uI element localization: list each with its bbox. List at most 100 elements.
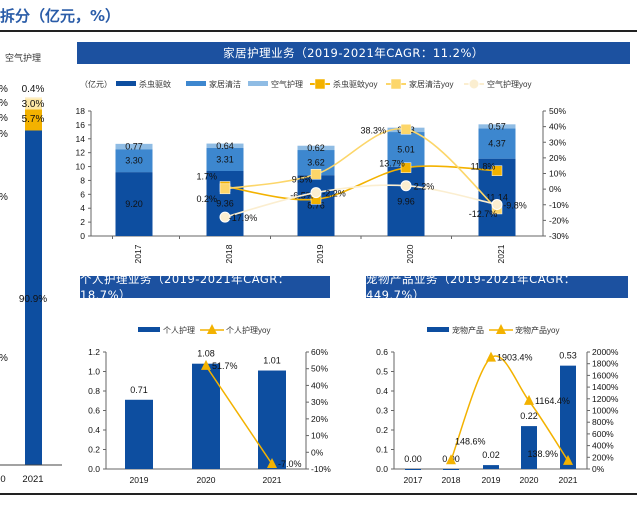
x-tick-label: 2017 — [133, 244, 143, 263]
bar-data-label: 0.77 — [125, 142, 143, 152]
pet-products-title: 宠物产品业务（2019-2021年CAGR：449.7%） — [366, 272, 628, 302]
bar-data-label: 3.30 — [125, 156, 143, 166]
y-tick-label: 14 — [76, 134, 86, 144]
legend-label: 家居清洁 — [209, 79, 241, 89]
bar-家居清洁 — [387, 132, 425, 167]
y-tick-label: 0.4 — [88, 425, 100, 435]
y-tick-label: 4 — [80, 203, 85, 213]
x-tick-label: 2021 — [263, 475, 282, 485]
bar-宠物产品 — [443, 469, 459, 470]
bar-空气护理 — [478, 124, 516, 129]
home-care-title: 家居护理业务（2019-2021年CAGR：11.2%） — [77, 42, 630, 64]
x-tick-label: 2020 — [197, 475, 216, 485]
bar-家居清洁 — [478, 128, 516, 159]
bar-家居清洁 — [115, 149, 153, 173]
y2-tick-label: 0% — [311, 447, 324, 457]
x-tick-label: 2019 — [315, 244, 325, 263]
bar-空气护理 — [297, 145, 335, 151]
bar-空气护理 — [206, 143, 244, 149]
x-tick-label: 2020 — [520, 475, 539, 485]
bar-data-label: 0.02 — [482, 450, 500, 460]
bar-空气护理 — [115, 143, 153, 150]
legend-label: 家居清洁yoy — [409, 79, 453, 89]
marker-空气护理yoy — [400, 180, 412, 192]
y-tick-label: 0.0 — [376, 464, 388, 474]
line-家居清洁yoy — [224, 128, 498, 210]
y-tick-label: 0.5 — [376, 367, 388, 377]
bar-data-label: 3.62 — [307, 158, 325, 168]
y2-tick-label: 1600% — [592, 370, 619, 380]
stacked-bar-segment-2021 — [25, 97, 42, 99]
y2-tick-label: 400% — [592, 441, 614, 451]
marker-家居清洁yoy — [219, 183, 231, 195]
stacked-bar-segment-2021 — [25, 130, 42, 465]
line-个人护理yoy — [205, 365, 273, 465]
y-tick-label: 0.0 — [88, 464, 100, 474]
bar-data-label: 0.4% — [22, 84, 45, 95]
y2-tick-label: -10% — [311, 464, 331, 474]
y2-tick-label: 30% — [549, 137, 566, 147]
bar-data-label: 0.62 — [307, 143, 325, 153]
legend-label: 空气护理yoy — [487, 79, 531, 89]
y-tick-label: 0.2 — [376, 425, 388, 435]
bar-data-label: 3.0% — [22, 99, 45, 110]
marker-宠物产品yoy — [446, 454, 456, 465]
marker-杀虫驱蚊yoy — [400, 162, 412, 173]
y-tick-label: 10 — [76, 162, 86, 172]
y-tick-label: 0.1 — [376, 445, 388, 455]
y2-tick-label: 10% — [549, 169, 566, 179]
marker-个人护理yoy — [201, 359, 211, 370]
y-tick-label: 1.2 — [88, 347, 100, 357]
marker-空气护理yoy — [310, 187, 322, 199]
x-tick-label: 2019 — [130, 475, 149, 485]
bar-data-label: 9.36 — [216, 199, 234, 209]
partial-percent-label: % — [0, 353, 8, 364]
marker-宠物产品yoy — [486, 351, 496, 362]
bar-data-label: 1.01 — [263, 356, 281, 366]
line-data-label: 11.8% — [471, 162, 496, 172]
x-tick-label: 2018 — [224, 244, 234, 263]
y2-tick-label: 200% — [592, 452, 614, 462]
bar-宠物产品 — [521, 426, 537, 469]
line-data-label: 138.9% — [527, 449, 558, 459]
line-data-label: -17.9% — [229, 213, 258, 223]
marker-空气护理yoy — [491, 198, 503, 210]
y2-tick-label: 20% — [549, 153, 566, 163]
x-tick-label: 2017 — [404, 475, 423, 485]
legend-swatch — [427, 327, 449, 332]
y2-tick-label: -30% — [549, 231, 569, 241]
line-data-label: -7.0% — [278, 459, 302, 469]
bar-data-label: 9.20 — [125, 199, 143, 209]
partial-percent-label: % — [0, 98, 8, 109]
line-data-label: -2.2% — [322, 189, 346, 199]
marker-个人护理yoy — [267, 457, 277, 468]
y2-tick-label: 1200% — [592, 394, 619, 404]
bar-data-label: 9.96 — [397, 196, 415, 206]
y2-tick-label: 30% — [311, 397, 328, 407]
partial-percent-label: % — [0, 84, 8, 95]
x-tick-label: 2019 — [482, 475, 501, 485]
y2-tick-label: 40% — [311, 380, 328, 390]
bar-杀虫驱蚊 — [297, 175, 335, 236]
line-data-label: 2.2% — [414, 182, 435, 192]
legend-marker — [390, 78, 402, 90]
y2-tick-label: 0% — [592, 464, 605, 474]
line-data-label: 1164.4% — [535, 396, 570, 406]
legend-marker — [468, 78, 480, 90]
bar-data-label: 1.08 — [197, 349, 215, 359]
bar-data-label: 0.00 — [404, 454, 422, 464]
legend-label: 杀虫驱蚊yoy — [333, 79, 377, 89]
line-data-label: -12.7% — [469, 209, 498, 219]
line-空气护理yoy — [224, 184, 498, 218]
legend-marker — [207, 324, 217, 334]
bar-data-label: 0.53 — [559, 351, 577, 361]
bar-宠物产品 — [483, 465, 499, 469]
y-tick-label: 12 — [76, 148, 86, 158]
bar-data-label: 5.7% — [22, 114, 45, 125]
bar-个人护理 — [258, 370, 286, 469]
bar-data-label: 4.37 — [488, 138, 506, 148]
partial-percent-label: % — [0, 192, 8, 203]
bar-data-label: 3.31 — [216, 155, 234, 165]
y-tick-label: 8 — [80, 175, 85, 185]
x-tick-label: 0 — [0, 474, 5, 485]
